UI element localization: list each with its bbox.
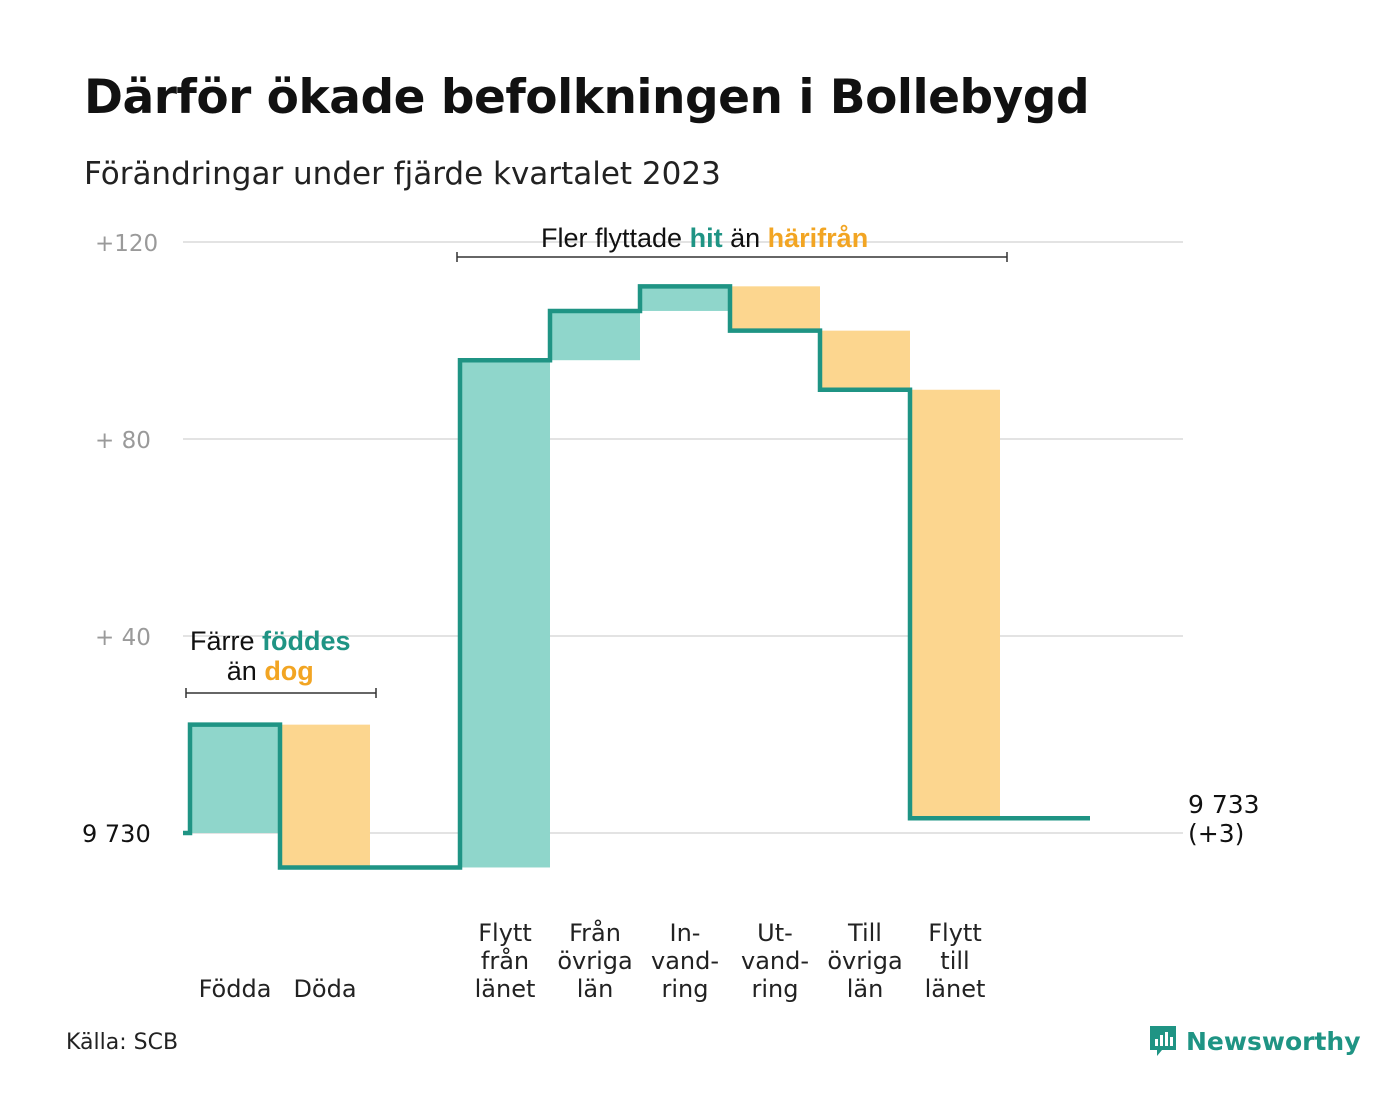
bar-5 [640, 286, 730, 311]
moves-annotation-green: hit [689, 223, 723, 253]
population-step-line [183, 284, 1090, 870]
newsworthy-logo: Newsworthy [1148, 1024, 1361, 1058]
end-value-label: 9 733 (+3) [1188, 790, 1260, 848]
category-label-3: Flytt från länet [475, 919, 536, 1003]
category-label-5: In-vand-ring [651, 919, 719, 1003]
births-bracket [185, 688, 377, 698]
category-label-4: Från övriga län [557, 918, 632, 1003]
category-label-6: Ut-vand-ring [741, 919, 809, 1003]
newsworthy-logo-icon [1150, 1026, 1176, 1056]
bar-4 [550, 310, 640, 361]
bar-6 [730, 286, 820, 331]
logo-text: Newsworthy [1186, 1026, 1361, 1056]
bar-7 [820, 330, 910, 390]
category-label-0: Födda [199, 975, 272, 1003]
category-labels: Födda Döda Flytt från länet Från övriga län In-v… [199, 918, 986, 1003]
end-value-text: 9 733 (+3) [1188, 790, 1260, 848]
moves-annotation-orange: härifrån [767, 223, 869, 253]
y-tick-label-3: +120 [95, 231, 158, 257]
category-label-1: Döda [293, 975, 356, 1003]
category-label-7: Till övriga län [827, 919, 902, 1003]
bar-1 [280, 724, 370, 868]
births-annotation-pre: Färre [190, 626, 255, 656]
y-tick-label-2: + 80 [95, 428, 151, 454]
bar-8 [910, 389, 1000, 819]
y-tick-label-1: + 40 [95, 625, 151, 651]
births-annotation-orange: dog [264, 656, 314, 686]
annotation-brackets [185, 252, 1008, 698]
chart-subtitle: Förändringar under fjärde kvartalet 2023 [84, 156, 721, 192]
bars [190, 286, 1000, 868]
moves-bracket [456, 252, 1008, 262]
chart-title: Därför ökade befolkningen i Bollebygd [84, 70, 1090, 125]
moves-annotation-mid: än [730, 223, 761, 253]
births-annotation-green: föddes [262, 626, 351, 656]
bar-0 [190, 724, 280, 833]
y-tick-label-0: 9 730 [82, 820, 151, 848]
births-annotation-mid: än [226, 656, 257, 686]
source-note: Källa: SCB [66, 1030, 179, 1055]
moves-annotation: Fler flyttade hit än härifrån [541, 223, 868, 254]
moves-annotation-pre: Fler flyttade [541, 223, 683, 253]
y-tick-labels: 9 730 + 40 + 80 +120 [82, 231, 158, 848]
category-label-8: Flytt till länet [925, 919, 986, 1003]
births-annotation: Färre föddes än dog [190, 626, 351, 686]
bar-3 [460, 360, 550, 868]
